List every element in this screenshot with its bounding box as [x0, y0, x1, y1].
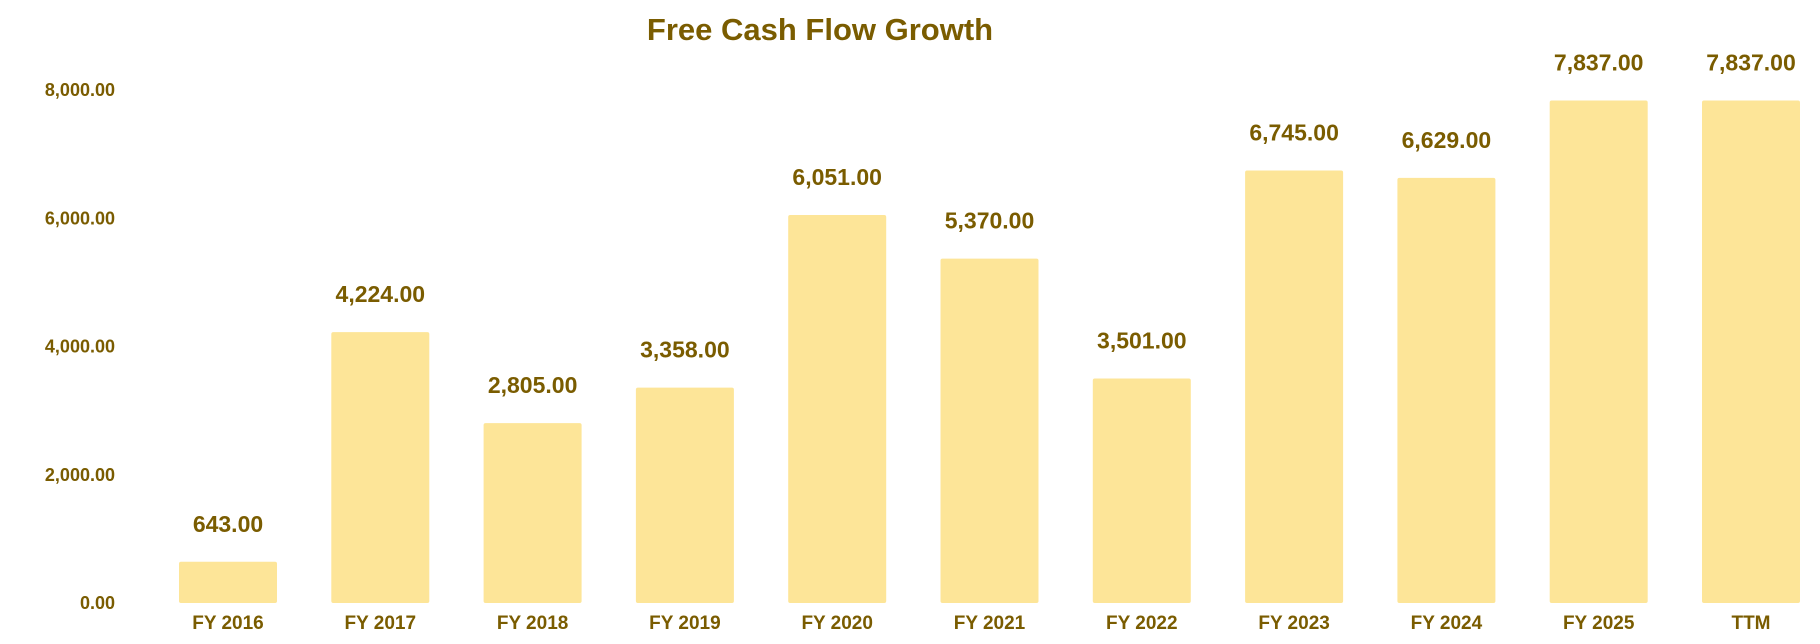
- x-tick-label: FY 2025: [1563, 613, 1635, 634]
- bar: [940, 258, 1039, 603]
- data-label: 6,051.00: [792, 164, 882, 190]
- bar: [179, 561, 277, 603]
- data-label: 3,358.00: [640, 337, 730, 363]
- bars: [179, 100, 1800, 604]
- bar: [1549, 100, 1648, 603]
- y-tick-label: 8,000.00: [45, 80, 115, 100]
- bar: [788, 214, 887, 604]
- bar: [331, 332, 430, 603]
- data-label: 6,629.00: [1402, 127, 1492, 153]
- bar: [635, 387, 734, 603]
- x-tick-label: TTM: [1731, 613, 1770, 634]
- bar: [1397, 177, 1496, 603]
- x-axis: FY 2016 FY 2017 FY 2018 FY 2019 FY 2020 FY 20…: [192, 613, 1770, 634]
- y-tick-label: 4,000.00: [45, 337, 115, 357]
- x-tick-label: FY 2019: [649, 613, 720, 634]
- y-tick-label: 0.00: [80, 593, 115, 613]
- data-label: 643.00: [193, 511, 263, 537]
- x-tick-label: FY 2022: [1106, 613, 1177, 634]
- x-tick-label: FY 2016: [192, 613, 263, 634]
- x-tick-label: FY 2021: [954, 613, 1026, 634]
- data-labels: 643.00 4,224.00 2,805.00 3,358.00 6,051.00 5,…: [193, 49, 1796, 536]
- x-tick-label: FY 2023: [1258, 613, 1329, 634]
- chart-title: Free Cash Flow Growth: [647, 12, 993, 47]
- data-label: 7,837.00: [1554, 49, 1644, 75]
- data-label: 2,805.00: [488, 372, 578, 398]
- bar: [1702, 100, 1800, 603]
- x-tick-label: FY 2024: [1411, 613, 1483, 634]
- y-tick-label: 6,000.00: [45, 208, 115, 228]
- bar: [483, 423, 582, 603]
- data-label: 5,370.00: [945, 208, 1035, 234]
- data-label: 6,745.00: [1249, 119, 1339, 145]
- y-axis: 0.00 2,000.00 4,000.00 6,000.00 8,000.00: [45, 80, 115, 613]
- bar: [1245, 170, 1344, 603]
- data-label: 3,501.00: [1097, 327, 1187, 353]
- y-tick-label: 2,000.00: [45, 465, 115, 485]
- data-label: 4,224.00: [336, 281, 426, 307]
- data-label: 7,837.00: [1706, 49, 1796, 75]
- x-tick-label: FY 2017: [345, 613, 416, 634]
- bar: [1092, 378, 1191, 603]
- x-tick-label: FY 2018: [497, 613, 568, 634]
- x-tick-label: FY 2020: [801, 613, 872, 634]
